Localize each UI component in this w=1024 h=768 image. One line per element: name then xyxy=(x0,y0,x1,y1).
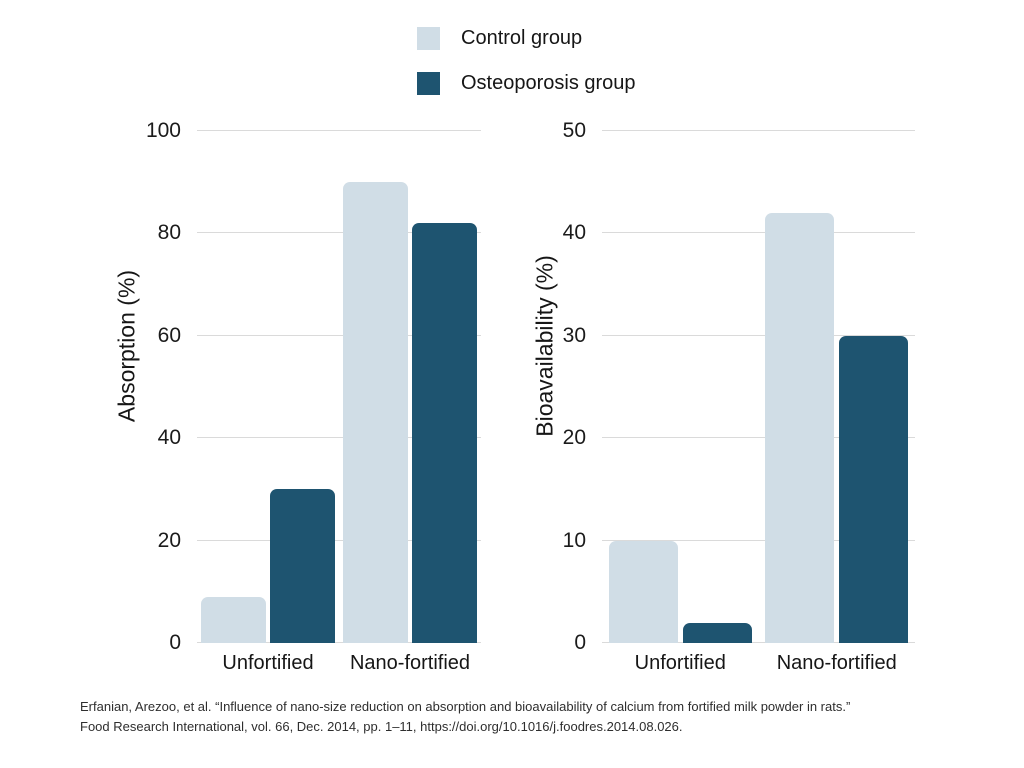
y-tick-label: 20 xyxy=(562,426,586,450)
gridline xyxy=(197,232,481,234)
gridline xyxy=(602,539,915,541)
bar-control-group xyxy=(201,596,266,643)
gridline xyxy=(197,437,481,439)
y-tick-label: 30 xyxy=(562,323,586,347)
y-tick-label: 40 xyxy=(562,221,586,245)
legend-item-control: Control group xyxy=(417,27,636,50)
bar-osteoporosis-group xyxy=(412,223,477,643)
y-tick-label: 20 xyxy=(157,528,181,552)
y-tick-label: 0 xyxy=(574,631,586,654)
bar-osteoporosis-group xyxy=(839,335,909,643)
gridline xyxy=(197,130,481,131)
y-tick-label: 100 xyxy=(145,119,181,142)
gridline xyxy=(197,642,481,643)
y-tick-label: 0 xyxy=(169,631,181,654)
gridline xyxy=(602,437,915,439)
gridline xyxy=(197,334,481,336)
bioavailability-chart-plot: 0 10 20 30 40 50 Unfortified Nano-fortified xyxy=(563,120,915,674)
bar-group-unfortified xyxy=(608,131,752,643)
x-category-label: Unfortified xyxy=(634,652,726,674)
bar-group-nano-fortified xyxy=(765,131,909,643)
citation: Erfanian, Arezoo, et al. “Influence of n… xyxy=(80,697,850,737)
bar-group-nano-fortified xyxy=(343,131,477,643)
citation-line-2: Food Research International, vol. 66, De… xyxy=(80,719,683,734)
legend-swatch-osteoporosis xyxy=(417,72,440,95)
bar-osteoporosis-group xyxy=(682,622,752,643)
gridline xyxy=(602,232,915,234)
legend: Control group Osteoporosis group xyxy=(417,27,636,117)
gridline xyxy=(602,642,915,643)
gridline xyxy=(602,130,915,131)
x-category-label: Nano-fortified xyxy=(349,652,471,674)
bar-group-unfortified xyxy=(201,131,335,643)
y-tick-label: 40 xyxy=(157,426,181,450)
legend-item-osteoporosis: Osteoporosis group xyxy=(417,72,636,95)
bar-control-group xyxy=(343,182,408,643)
bar-control-group xyxy=(765,212,835,643)
legend-label-osteoporosis: Osteoporosis group xyxy=(461,72,636,94)
y-tick-label: 50 xyxy=(562,119,586,142)
bar-groups xyxy=(197,131,481,643)
absorption-chart-plot: 0 20 40 60 80 100 Unfortified Nano-fortified xyxy=(146,120,481,674)
gridline xyxy=(197,539,481,541)
x-category-label: Unfortified xyxy=(222,652,314,674)
y-tick-label: 80 xyxy=(157,221,181,245)
citation-line-1: Erfanian, Arezoo, et al. “Influence of n… xyxy=(80,699,851,714)
y-tick-label: 60 xyxy=(157,323,181,347)
bar-osteoporosis-group xyxy=(270,489,335,643)
legend-label-control: Control group xyxy=(461,27,583,49)
y-tick-label: 10 xyxy=(562,528,586,552)
x-category-label: Nano-fortified xyxy=(776,652,897,674)
legend-swatch-control xyxy=(417,27,440,50)
bar-groups xyxy=(602,131,915,643)
gridline xyxy=(602,334,915,336)
bar-control-group xyxy=(608,540,678,643)
